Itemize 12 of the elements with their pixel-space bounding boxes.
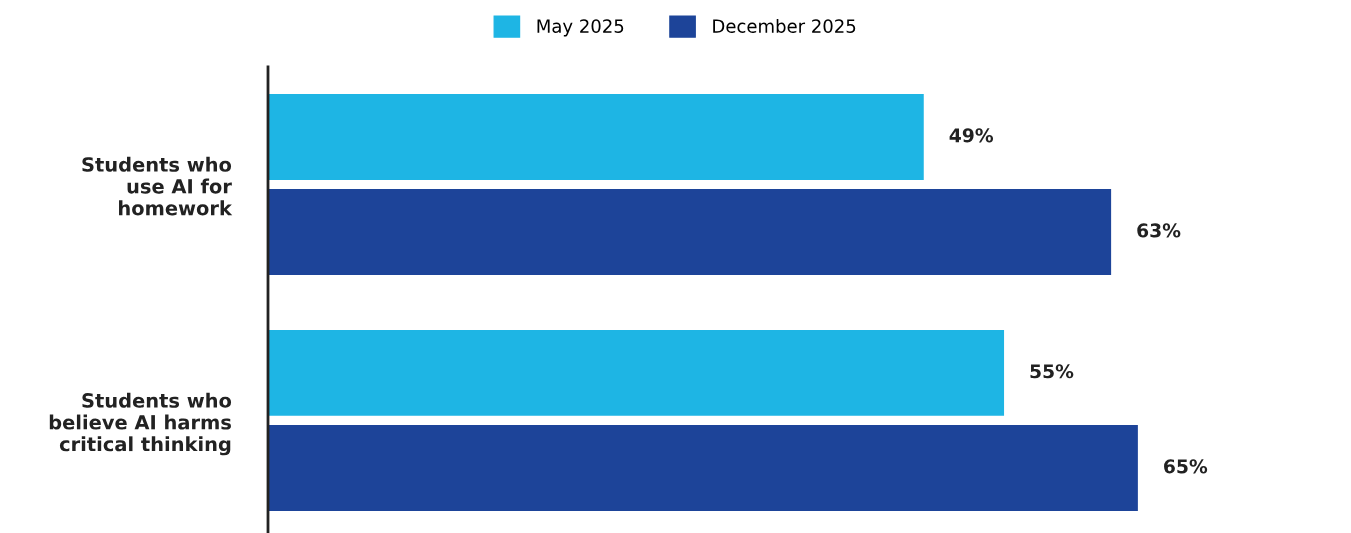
y-tick-label: Students who believe AI harms critical thinking [49,392,232,456]
data-label: 49% [949,128,994,143]
bar [268,425,1138,511]
bar [268,329,1005,416]
bar [268,189,1112,275]
data-label: 63% [1137,223,1181,238]
bar [268,94,924,180]
legend-label: December 2025 [713,18,856,33]
y-tick-label: Students who use AI for homework [82,156,233,216]
data-label: 55% [1030,364,1074,379]
legend-label: May 2025 [537,19,624,37]
data-label: 65% [1164,459,1208,474]
